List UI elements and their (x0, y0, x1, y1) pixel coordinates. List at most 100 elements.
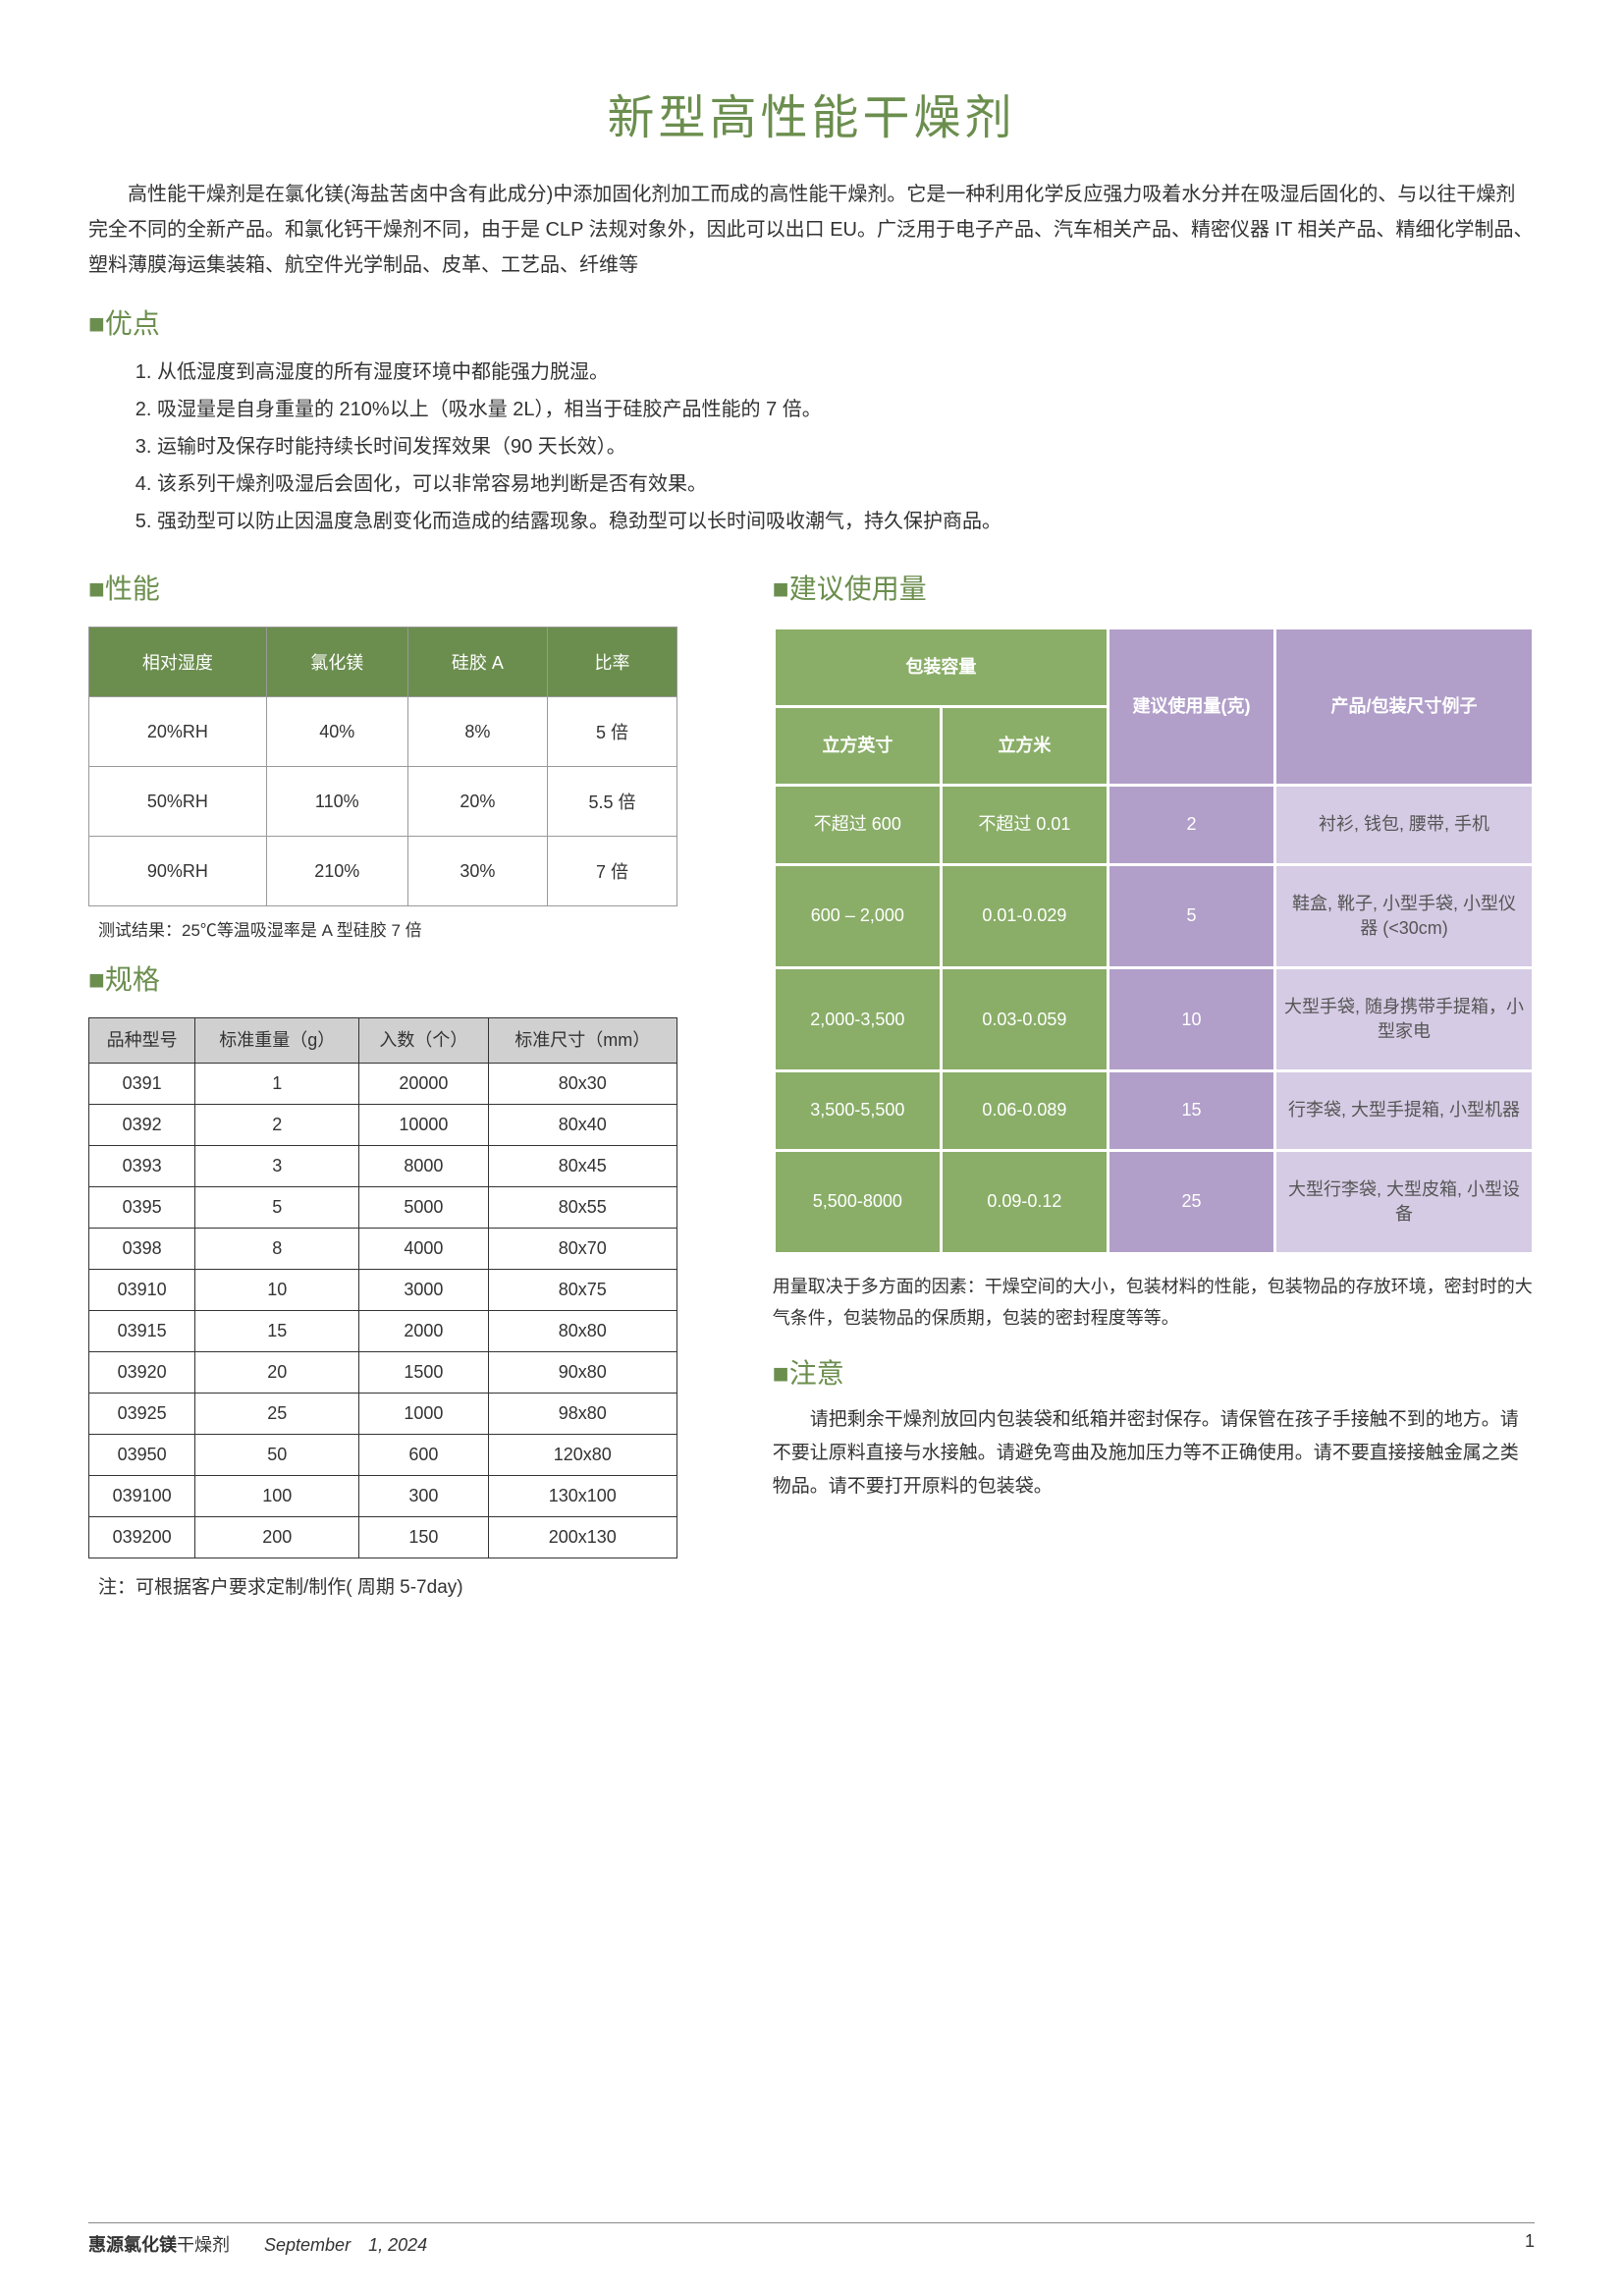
table-cell: 4000 (359, 1229, 488, 1270)
table-row: 0395050600120x80 (89, 1435, 677, 1476)
table-header: 氯化镁 (266, 628, 407, 697)
table-cell: 行李袋, 大型手提箱, 小型机器 (1276, 1072, 1532, 1148)
table-cell: 0392 (89, 1105, 195, 1146)
table-cell: 110% (266, 767, 407, 837)
table-cell: 8 (195, 1229, 359, 1270)
table-cell: 10 (1109, 969, 1273, 1069)
table-cell: 大型行李袋, 大型皮箱, 小型设备 (1276, 1152, 1532, 1252)
table-header: 品种型号 (89, 1018, 195, 1064)
caution-heading: ■注意 (773, 1352, 1535, 1392)
table-cell: 80x45 (488, 1146, 676, 1187)
table-row: 50%RH110%20%5.5 倍 (89, 767, 677, 837)
usage-table: 包装容量 建议使用量(克) 产品/包装尺寸例子 立方英寸 立方米 不超过 600… (773, 627, 1535, 1255)
table-cell: 0395 (89, 1187, 195, 1229)
table-cell: 40% (266, 697, 407, 767)
table-row: 3,500-5,5000.06-0.08915行李袋, 大型手提箱, 小型机器 (776, 1072, 1532, 1148)
page-footer: 惠源氯化镁干燥剂 September 1, 2024 1 (88, 2222, 1535, 2257)
table-cell: 80x30 (488, 1064, 676, 1105)
table-cell: 1 (195, 1064, 359, 1105)
table-cell: 5 (1109, 866, 1273, 966)
table-row: 20%RH40%8%5 倍 (89, 697, 677, 767)
table-cell: 10 (195, 1270, 359, 1311)
performance-table: 相对湿度 氯化镁 硅胶 A 比率 20%RH40%8%5 倍50%RH110%2… (88, 627, 677, 906)
table-cell: 80x40 (488, 1105, 676, 1146)
list-item: 从低湿度到高湿度的所有湿度环境中都能强力脱湿。 (157, 354, 1535, 391)
footer-date: September 1, 2024 (264, 2235, 427, 2255)
table-cell: 2000 (359, 1311, 488, 1352)
footer-left: 惠源氯化镁干燥剂 September 1, 2024 (88, 2231, 427, 2257)
table-cell: 03950 (89, 1435, 195, 1476)
list-item: 运输时及保存时能持续长时间发挥效果（90 天长效）。 (157, 428, 1535, 465)
caution-text: 请把剩余干燥剂放回内包装袋和纸箱并密封保存。请保管在孩子手接触不到的地方。请不要… (773, 1403, 1535, 1504)
list-item: 该系列干燥剂吸湿后会固化，可以非常容易地判断是否有效果。 (157, 465, 1535, 503)
table-cell: 80x55 (488, 1187, 676, 1229)
table-cell: 20 (195, 1352, 359, 1394)
table-cell: 20% (407, 767, 547, 837)
table-cell: 5000 (359, 1187, 488, 1229)
table-cell: 150 (359, 1517, 488, 1558)
table-cell: 600 – 2,000 (776, 866, 940, 966)
table-cell: 90x80 (488, 1352, 676, 1394)
list-item: 强劲型可以防止因温度急剧变化而造成的结露现象。稳劲型可以长时间吸收潮气，持久保护… (157, 503, 1535, 540)
table-cell: 0391 (89, 1064, 195, 1105)
table-cell: 20%RH (89, 697, 267, 767)
table-cell: 300 (359, 1476, 488, 1517)
table-cell: 大型手袋, 随身携带手提箱，小型家电 (1276, 969, 1532, 1069)
table-row: 0391515200080x80 (89, 1311, 677, 1352)
table-cell: 不超过 600 (776, 787, 940, 862)
table-cell: 不超过 0.01 (943, 787, 1107, 862)
table-cell: 98x80 (488, 1394, 676, 1435)
table-cell: 120x80 (488, 1435, 676, 1476)
table-row: 90%RH210%30%7 倍 (89, 837, 677, 906)
table-cell: 50 (195, 1435, 359, 1476)
table-row: 2,000-3,5000.03-0.05910大型手袋, 随身携带手提箱，小型家… (776, 969, 1532, 1069)
table-cell: 1500 (359, 1352, 488, 1394)
table-cell: 2,000-3,500 (776, 969, 940, 1069)
footer-page: 1 (1525, 2231, 1535, 2257)
table-cell: 1000 (359, 1394, 488, 1435)
spec-heading: ■规格 (88, 958, 733, 998)
table-row: 03955500080x55 (89, 1187, 677, 1229)
table-cell: 5.5 倍 (547, 767, 676, 837)
table-header: 立方英寸 (776, 708, 940, 784)
table-row: 039112000080x30 (89, 1064, 677, 1105)
table-cell: 25 (195, 1394, 359, 1435)
spec-note: 注：可根据客户要求定制/制作( 周期 5-7day) (98, 1572, 733, 1599)
table-cell: 90%RH (89, 837, 267, 906)
table-cell: 5 (195, 1187, 359, 1229)
intro-text: 高性能干燥剂是在氯化镁(海盐苦卤中含有此成分)中添加固化剂加工而成的高性能干燥剂… (88, 177, 1535, 283)
table-cell: 10000 (359, 1105, 488, 1146)
table-cell: 0393 (89, 1146, 195, 1187)
table-cell: 0.06-0.089 (943, 1072, 1107, 1148)
table-cell: 3 (195, 1146, 359, 1187)
table-cell: 2 (195, 1105, 359, 1146)
table-cell: 15 (1109, 1072, 1273, 1148)
table-header: 标准重量（g） (195, 1018, 359, 1064)
table-row: 03988400080x70 (89, 1229, 677, 1270)
table-header: 硅胶 A (407, 628, 547, 697)
table-cell: 0.01-0.029 (943, 866, 1107, 966)
table-header: 包装容量 (776, 629, 1107, 705)
table-cell: 2 (1109, 787, 1273, 862)
table-cell: 30% (407, 837, 547, 906)
table-cell: 7 倍 (547, 837, 676, 906)
page-title: 新型高性能干燥剂 (88, 79, 1535, 147)
advantages-heading: ■优点 (88, 302, 1535, 342)
table-cell: 130x100 (488, 1476, 676, 1517)
table-cell: 3000 (359, 1270, 488, 1311)
usage-heading: ■建议使用量 (773, 568, 1535, 607)
table-header: 比率 (547, 628, 676, 697)
table-row: 039221000080x40 (89, 1105, 677, 1146)
table-cell: 0.09-0.12 (943, 1152, 1107, 1252)
table-cell: 200x130 (488, 1517, 676, 1558)
table-cell: 03910 (89, 1270, 195, 1311)
table-cell: 03925 (89, 1394, 195, 1435)
table-header: 相对湿度 (89, 628, 267, 697)
footer-brand: 惠源氯化镁 (88, 2235, 177, 2255)
table-cell: 200 (195, 1517, 359, 1558)
table-cell: 8000 (359, 1146, 488, 1187)
table-cell: 100 (195, 1476, 359, 1517)
table-cell: 8% (407, 697, 547, 767)
table-cell: 15 (195, 1311, 359, 1352)
table-row: 0392525100098x80 (89, 1394, 677, 1435)
